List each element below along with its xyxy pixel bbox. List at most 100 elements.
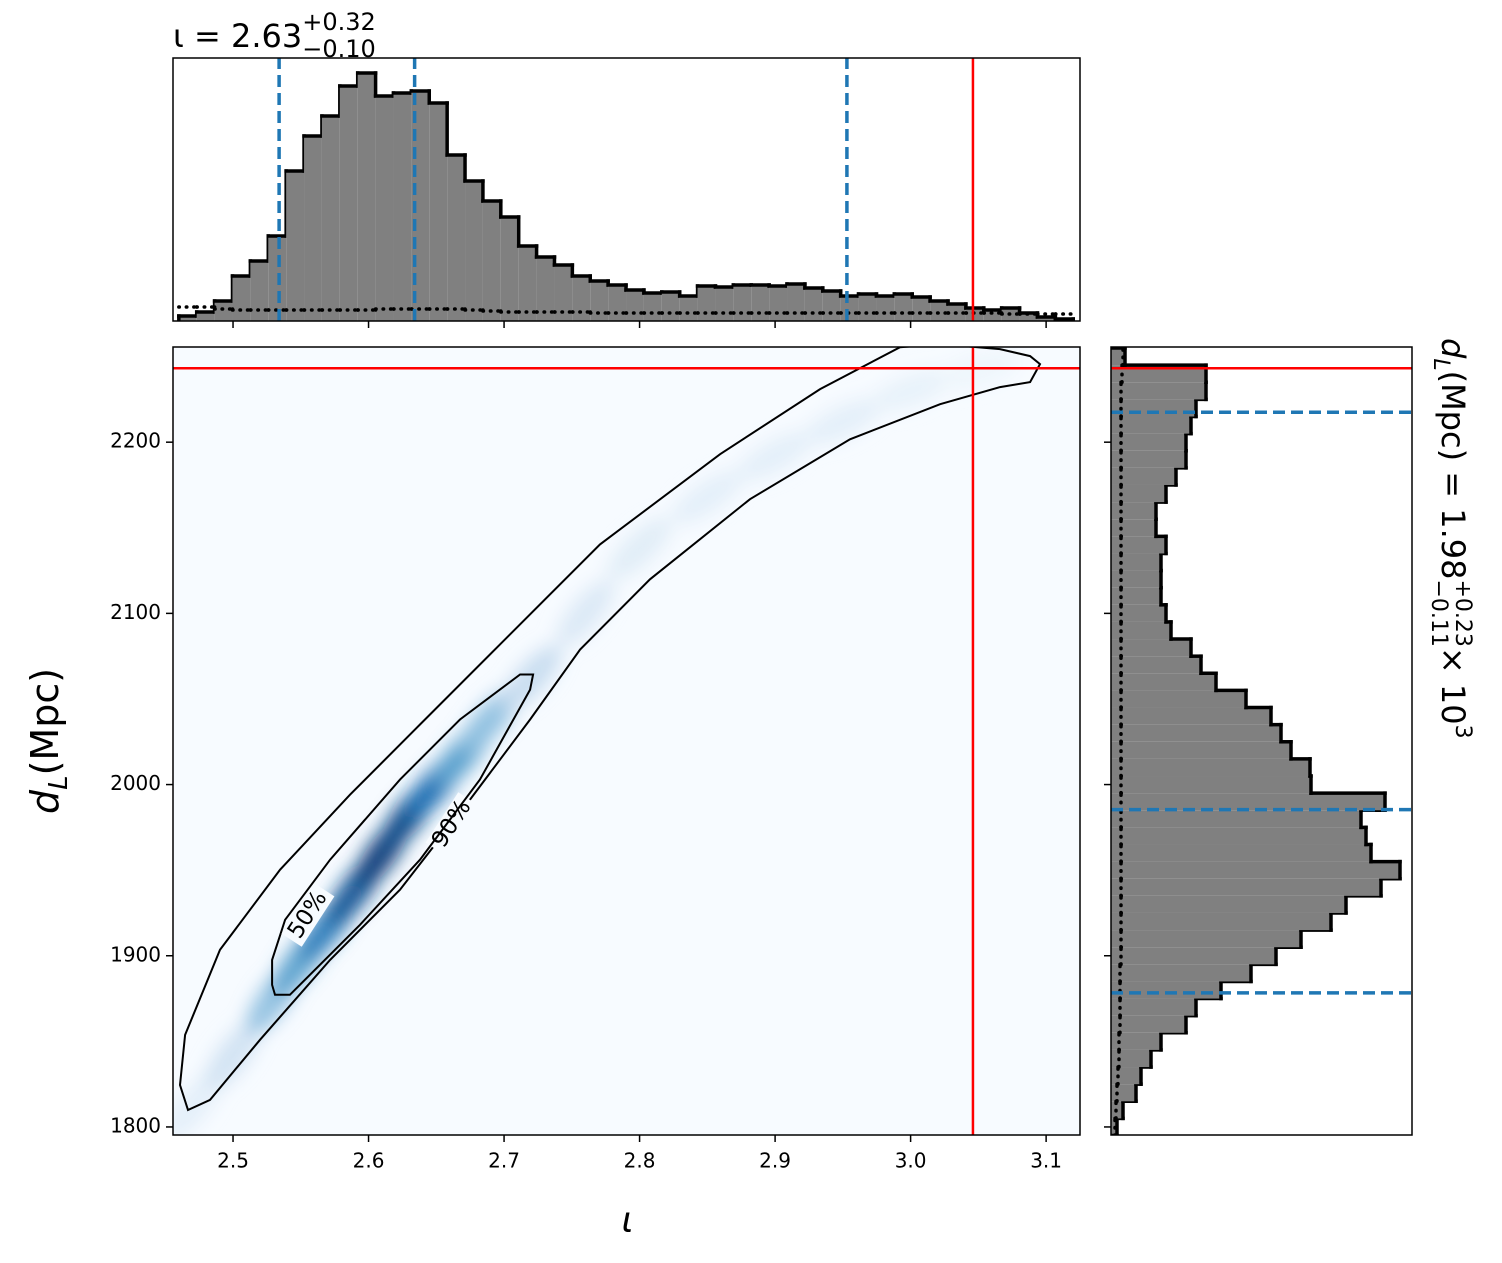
histogram-bar xyxy=(1111,1067,1141,1085)
histogram-bar xyxy=(286,171,305,321)
histogram-bar xyxy=(1111,827,1366,845)
histogram-bar xyxy=(339,86,358,321)
histogram-bar xyxy=(1111,450,1186,468)
histogram-bar xyxy=(1111,690,1246,708)
label-part: −0.11 xyxy=(1426,579,1451,646)
density-cell xyxy=(501,645,562,712)
density-cell xyxy=(556,579,615,648)
histogram-bar xyxy=(321,116,340,321)
histogram-bar xyxy=(1111,519,1156,537)
label-part: (Mpc) xyxy=(23,668,67,775)
density-cell xyxy=(205,1020,262,1090)
histogram-bar xyxy=(930,301,949,321)
label-part: +0.32 xyxy=(302,8,376,36)
label-part: × 10 xyxy=(1434,647,1472,725)
y-tick-label: 2000 xyxy=(110,771,161,795)
label-part: +0.23 xyxy=(1450,579,1475,646)
histogram-bar xyxy=(751,285,770,321)
histogram-bar xyxy=(1111,433,1186,451)
histogram-bar xyxy=(1111,844,1371,862)
histogram-bar xyxy=(769,286,788,321)
histogram-bar xyxy=(1111,502,1156,520)
histogram-bar xyxy=(912,297,931,321)
histogram-bar xyxy=(1111,895,1346,913)
y-tick-label: 2100 xyxy=(110,600,161,624)
histogram-bar xyxy=(178,316,197,321)
histogram-bar xyxy=(1111,861,1400,879)
x-tick-label: 2.9 xyxy=(759,1149,791,1173)
histogram-bar xyxy=(465,181,483,321)
y-tick-label: 1900 xyxy=(110,942,161,966)
density-cell xyxy=(737,431,813,481)
histogram-bar xyxy=(1111,878,1381,896)
density-field xyxy=(173,351,1019,1135)
histogram-bar xyxy=(1111,724,1281,742)
histogram-bar xyxy=(643,293,662,321)
histogram-bar xyxy=(1111,416,1191,434)
histogram-bar xyxy=(304,136,322,321)
contour-label-gap xyxy=(281,883,335,947)
density-cell xyxy=(173,1072,221,1135)
histogram-bar xyxy=(1111,758,1310,777)
x-tick-label: 2.8 xyxy=(624,1149,656,1173)
histogram-bar xyxy=(626,290,644,321)
histogram-bar xyxy=(1111,604,1166,622)
label-part: L xyxy=(1428,358,1453,370)
histogram-bar xyxy=(1111,741,1291,759)
histogram-bar xyxy=(572,276,591,321)
histogram-bar xyxy=(1111,707,1271,725)
histogram-bar xyxy=(1111,639,1191,657)
x-tick-label: 3.0 xyxy=(895,1149,927,1173)
histogram-bar xyxy=(554,265,573,321)
histogram-bar xyxy=(965,308,984,321)
x-axis-label: ι xyxy=(621,1200,633,1241)
histogram-bar xyxy=(1111,656,1201,674)
label-part: −0.10 xyxy=(302,35,376,63)
density-background xyxy=(173,347,1080,1135)
side-label: dL (Mpc) = 1.98+0.23−0.11 × 103 xyxy=(1426,338,1475,739)
y-tick-label: 2200 xyxy=(110,429,161,453)
histogram-bar xyxy=(482,201,501,321)
histogram-bar xyxy=(1111,673,1216,691)
histogram-bar xyxy=(715,287,734,321)
contour xyxy=(271,673,535,996)
histogram-bar xyxy=(822,291,841,321)
axes-frame xyxy=(172,57,1081,322)
histogram-bar xyxy=(268,236,287,321)
histogram-bar xyxy=(429,103,448,321)
histogram-bar xyxy=(1111,553,1161,571)
histogram-bar xyxy=(1111,587,1161,605)
label-part: L xyxy=(44,775,74,790)
histogram-bar xyxy=(1111,981,1221,999)
histogram-bar xyxy=(1111,912,1331,931)
histogram-bar xyxy=(858,294,877,321)
x-tick-label: 2.6 xyxy=(353,1149,385,1173)
histogram-bar xyxy=(1111,1049,1151,1068)
histogram-bar xyxy=(787,284,805,321)
histogram-bar xyxy=(232,276,251,321)
label-part: ι = 2.63 xyxy=(173,17,302,55)
histogram-bar xyxy=(1111,467,1176,485)
histogram-bar xyxy=(536,257,555,321)
histogram-bar xyxy=(250,261,269,321)
histogram-bar xyxy=(1111,964,1251,982)
histogram-bar xyxy=(1111,998,1196,1016)
label-part: 3 xyxy=(1450,725,1475,739)
histogram-bar xyxy=(876,296,895,321)
histogram-bar xyxy=(1111,1015,1186,1033)
x-tick-label: 2.5 xyxy=(217,1149,249,1173)
histogram-bar xyxy=(393,93,412,321)
density-cell xyxy=(870,370,951,412)
histogram-bar xyxy=(661,292,680,321)
histogram xyxy=(1111,347,1412,1135)
histogram-bar xyxy=(733,285,752,321)
histogram-bar xyxy=(1111,1032,1161,1050)
label-part: d xyxy=(23,789,67,814)
histogram-bar xyxy=(1111,1084,1136,1102)
y-axis-label: dL (Mpc) xyxy=(23,668,74,814)
histogram-bar xyxy=(804,288,823,321)
histogram-bar xyxy=(214,301,233,321)
histogram-bar xyxy=(1111,810,1361,828)
histogram xyxy=(177,58,1075,321)
histogram-bar xyxy=(697,286,716,321)
